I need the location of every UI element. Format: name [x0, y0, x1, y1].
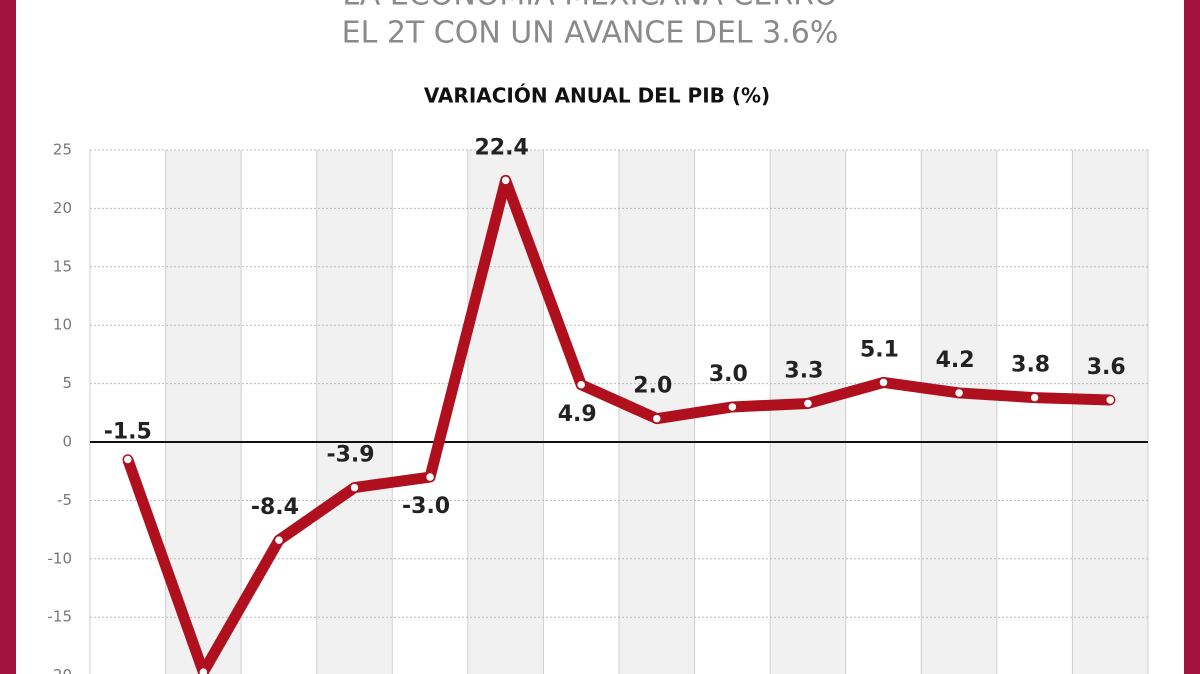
data-point: [500, 175, 511, 186]
value-label: 3.3: [784, 358, 823, 383]
column-shade: [1072, 150, 1148, 674]
frame-left: [0, 0, 16, 674]
data-point: [273, 534, 285, 546]
value-label: 5.1: [860, 337, 899, 362]
column-shade: [770, 150, 846, 674]
data-point: [1029, 392, 1040, 403]
data-point: [1104, 394, 1116, 406]
data-point: [802, 398, 814, 409]
y-tick-label: 15: [53, 257, 72, 275]
chart-subtitle: EL 2T CON UN AVANCE DEL 3.6%: [342, 16, 839, 51]
column-shade: [921, 150, 997, 674]
value-label: -3.9: [326, 443, 374, 468]
data-point: [953, 387, 965, 399]
frame-right: [1184, 0, 1200, 674]
plot: -1.5 -8.4 -3.9 -3.0 22.4 4.9 2.0 3.0 3.3 5.1 4.2 3.…: [104, 135, 1126, 674]
y-tick-label: 10: [53, 316, 72, 334]
grid: -20 -15 -10 -5 0 5 10 15 20 25: [48, 141, 1149, 674]
y-tick-label: 20: [53, 199, 72, 217]
y-tick-label: 25: [53, 141, 72, 159]
data-point: [424, 471, 436, 483]
column-shade: [467, 150, 544, 674]
data-point: [349, 482, 360, 493]
y-tick-label: 0: [62, 433, 72, 451]
data-point: [878, 377, 889, 388]
value-label: 4.2: [936, 348, 975, 373]
column-shade: [316, 150, 393, 674]
data-point: [575, 379, 587, 391]
value-label: 3.0: [709, 362, 748, 387]
value-label: -3.0: [402, 494, 450, 519]
data-line: [122, 174, 1111, 674]
y-tick-label: -5: [57, 491, 72, 509]
y-tick-label: 5: [62, 374, 72, 392]
chart-title: LA ECONOMÍA MEXICANA CERRÓ: [342, 0, 837, 13]
value-label: 2.0: [633, 374, 672, 399]
data-point: [651, 413, 663, 424]
value-label: 3.6: [1087, 355, 1126, 380]
data-point: [122, 454, 134, 465]
value-label: 3.8: [1011, 353, 1050, 378]
y-tick-label: -15: [48, 608, 73, 626]
y-tick-label: -10: [48, 549, 73, 567]
y-tick-label: -20: [48, 666, 73, 674]
data-point: [198, 666, 209, 674]
value-label: 22.4: [475, 135, 529, 160]
value-label: -8.4: [251, 495, 299, 520]
value-label: 4.9: [558, 402, 597, 427]
data-point: [727, 401, 738, 413]
value-label: -1.5: [104, 420, 152, 445]
axis-title: VARIACIÓN ANUAL DEL PIB (%): [424, 84, 770, 108]
